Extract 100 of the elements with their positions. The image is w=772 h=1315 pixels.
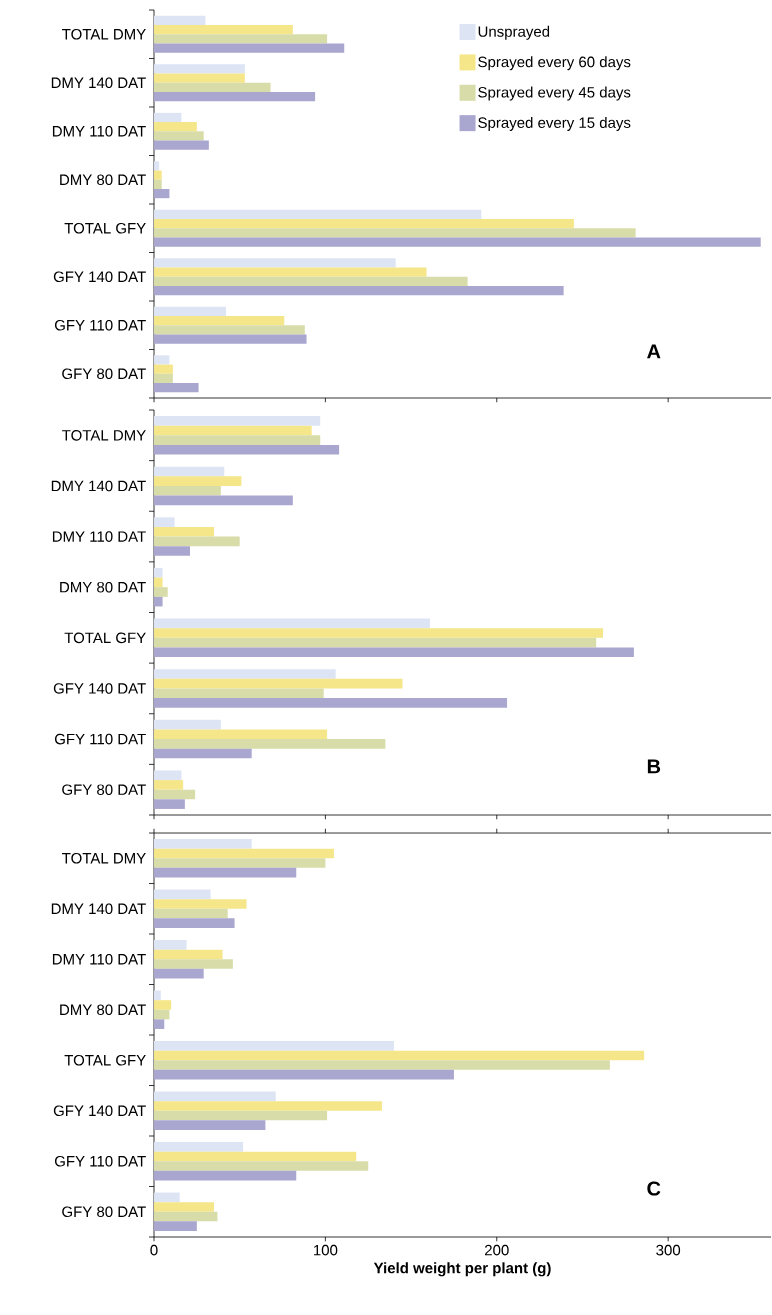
bar [154, 1221, 197, 1231]
bar [154, 416, 321, 426]
bar [154, 1069, 454, 1080]
bar [154, 435, 321, 445]
x-axis-title: Yield weight per plant (g) [373, 1262, 551, 1277]
bar [154, 968, 204, 979]
bar [154, 688, 324, 699]
bar [154, 1019, 165, 1029]
y-tick-label: TOTAL GFY [64, 222, 146, 234]
bar [154, 1211, 218, 1222]
bar [154, 140, 209, 150]
bar [154, 495, 293, 506]
bar [154, 364, 173, 374]
y-tick-label: DMY 110 DAT [52, 953, 146, 965]
bar [154, 1151, 357, 1162]
bar [154, 858, 326, 868]
bar [154, 466, 225, 477]
y-tick-label: DMY 140 DAT [51, 77, 146, 89]
x-tick-label: 300 [656, 1244, 681, 1256]
y-tick-label: GFY 80 DAT [62, 1206, 146, 1218]
bar [154, 476, 242, 486]
bar [154, 1161, 369, 1171]
bar [154, 131, 204, 141]
bar [154, 618, 430, 629]
bar [154, 161, 160, 171]
bar [154, 15, 206, 26]
y-tick-label: DMY 80 DAT [60, 1004, 146, 1016]
bar [154, 306, 226, 317]
bar [154, 43, 345, 53]
y-tick-label: GFY 110 DAT [54, 319, 146, 331]
bar [154, 719, 221, 730]
bar [154, 1170, 297, 1181]
bar [154, 587, 168, 597]
legend-label: Sprayed every 60 days [478, 56, 631, 71]
y-tick-label: DMY 80 DAT [60, 174, 146, 186]
bar [154, 770, 182, 781]
bar [154, 1050, 645, 1061]
bar [154, 73, 245, 83]
bar [154, 848, 334, 859]
legend-label: Sprayed every 15 days [478, 116, 631, 131]
bar [154, 526, 214, 537]
y-tick-label: DMY 140 DAT [51, 480, 146, 492]
bar [154, 546, 190, 556]
y-tick-label: GFY 80 DAT [62, 784, 146, 795]
bar [154, 780, 184, 790]
bar [154, 536, 240, 547]
bar [154, 485, 221, 496]
bar [154, 258, 396, 268]
x-tick-label: 200 [485, 1244, 509, 1256]
bar [154, 82, 271, 92]
bar [154, 276, 468, 286]
bar [154, 170, 162, 180]
legend-label: Sprayed every 45 days [478, 86, 631, 101]
bar [154, 122, 197, 132]
bar [154, 237, 761, 247]
bar [154, 316, 285, 326]
bar [154, 188, 170, 199]
bar [154, 91, 316, 102]
bar [154, 334, 307, 344]
y-tick-label: TOTAL DMY [62, 430, 146, 441]
bar [154, 577, 163, 588]
bar [154, 698, 508, 708]
bar [154, 1142, 244, 1152]
bar [154, 647, 634, 658]
bar [154, 1091, 276, 1102]
bar [154, 678, 403, 689]
bar [154, 425, 312, 436]
bar [154, 179, 162, 189]
legend-label: Unsprayed [478, 25, 550, 40]
bar [154, 918, 235, 928]
annotation: C [647, 1181, 661, 1196]
y-tick-label: GFY 140 DAT [53, 683, 146, 694]
bar [154, 1110, 328, 1121]
y-tick-label: GFY 110 DAT [54, 733, 146, 745]
annotation: B [647, 759, 661, 774]
y-tick-label: GFY 140 DAT [53, 1105, 146, 1117]
y-tick-label: DMY 140 DAT [51, 903, 146, 915]
bar [154, 748, 252, 759]
y-tick-label: GFY 110 DAT [54, 1155, 146, 1167]
bar [154, 908, 228, 919]
bar [154, 1060, 610, 1070]
bar [154, 596, 163, 607]
bar [154, 899, 247, 909]
bar [154, 373, 173, 383]
bar [154, 219, 574, 229]
bar [154, 839, 252, 849]
y-tick-label: TOTAL DMY [62, 852, 146, 864]
bar [154, 959, 233, 969]
bar [154, 444, 340, 455]
y-tick-label: DMY 80 DAT [60, 581, 146, 593]
bar [154, 64, 245, 74]
bar [154, 228, 636, 238]
x-tick-label: 100 [314, 1244, 338, 1256]
x-tick-label: 0 [150, 1244, 158, 1256]
bar [154, 112, 182, 123]
y-tick-label: GFY 80 DAT [62, 368, 146, 380]
bar [154, 325, 305, 335]
bar [154, 729, 328, 740]
bar [154, 1000, 172, 1010]
bar [154, 209, 482, 220]
